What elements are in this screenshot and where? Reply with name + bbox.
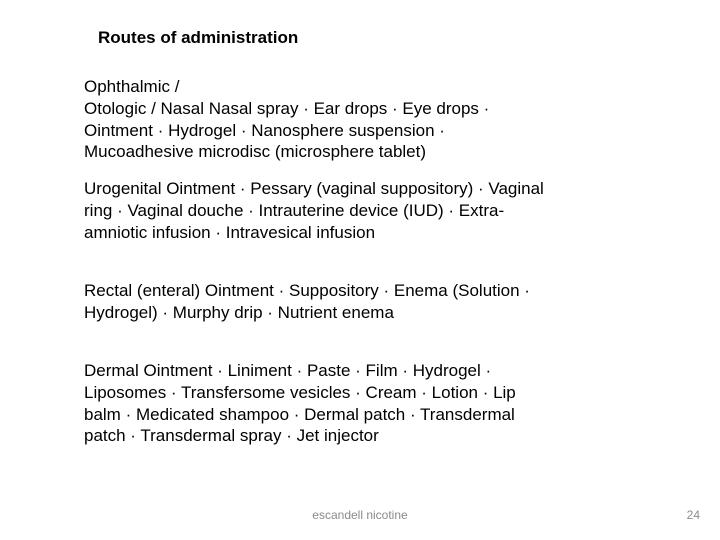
slide-container: Routes of administration Ophthalmic /Oto… <box>0 0 720 540</box>
section-urogenital: Urogenital Ointment · Pessary (vaginal s… <box>84 178 554 243</box>
section-rectal: Rectal (enteral) Ointment · Suppository … <box>84 280 554 324</box>
section-dermal: Dermal Ointment · Liniment · Paste · Fil… <box>84 360 554 447</box>
slide-title: Routes of administration <box>98 28 298 48</box>
footer-text: escandell nicotine <box>0 508 720 522</box>
section-ophthalmic-otologic-nasal: Ophthalmic /Otologic / Nasal Nasal spray… <box>84 76 554 163</box>
slide-number: 24 <box>687 508 700 522</box>
